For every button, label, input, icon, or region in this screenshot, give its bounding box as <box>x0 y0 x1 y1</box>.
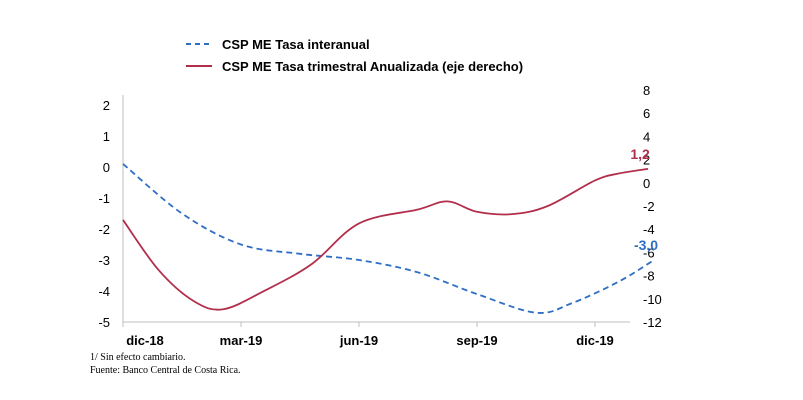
end-label-interanual: -3,0 <box>634 237 658 253</box>
right-tick-label: 0 <box>643 176 650 191</box>
axes <box>122 95 630 323</box>
left-tick-label: 2 <box>103 98 110 113</box>
left-tick-label: -1 <box>98 191 110 206</box>
left-tick-label: 1 <box>103 129 110 144</box>
left-axis-ticks: 2 1 0 -1 -2 -3 -4 -5 <box>98 98 110 330</box>
legend-label-trimestral: CSP ME Tasa trimestral Anualizada (eje d… <box>222 59 523 74</box>
left-tick-label: -5 <box>98 315 110 330</box>
footnote-1: 1/ Sin efecto cambiario. <box>90 352 186 363</box>
x-tick-label: dic-18 <box>126 333 164 348</box>
right-tick-label: 2 <box>643 153 650 168</box>
right-axis-ticks: 8 6 4 2 0 -2 -4 -6 -8 -10 -12 <box>643 83 662 330</box>
legend: CSP ME Tasa interanual CSP ME Tasa trime… <box>186 37 523 74</box>
left-tick-label: -2 <box>98 222 110 237</box>
x-tick-label: mar-19 <box>220 333 263 348</box>
end-label-trimestral: 1,2 <box>630 146 650 162</box>
x-tick-label: dic-19 <box>576 333 614 348</box>
x-tick-label: jun-19 <box>339 333 378 348</box>
right-tick-label: -10 <box>643 292 662 307</box>
right-tick-label: 4 <box>643 129 650 144</box>
right-tick-label: 8 <box>643 83 650 98</box>
legend-label-interanual: CSP ME Tasa interanual <box>222 37 370 52</box>
series-line-trimestral <box>122 167 649 311</box>
right-tick-label: -6 <box>643 245 655 260</box>
left-tick-label: 0 <box>103 160 110 175</box>
left-tick-label: -4 <box>98 284 110 299</box>
x-tick-label: sep-19 <box>456 333 497 348</box>
series-line-interanual <box>122 163 655 314</box>
right-tick-label: -8 <box>643 269 655 284</box>
right-tick-label: -2 <box>643 199 655 214</box>
end-labels: -3,0 1,2 <box>630 146 658 253</box>
right-tick-label: -12 <box>643 315 662 330</box>
footnote-source: Fuente: Banco Central de Costa Rica. <box>90 365 241 376</box>
left-tick-label: -3 <box>98 253 110 268</box>
right-tick-label: -4 <box>643 222 655 237</box>
series-group <box>122 163 655 314</box>
right-tick-label: 6 <box>643 106 650 121</box>
x-axis-ticks: dic-18 mar-19 jun-19 sep-19 dic-19 <box>122 322 614 348</box>
